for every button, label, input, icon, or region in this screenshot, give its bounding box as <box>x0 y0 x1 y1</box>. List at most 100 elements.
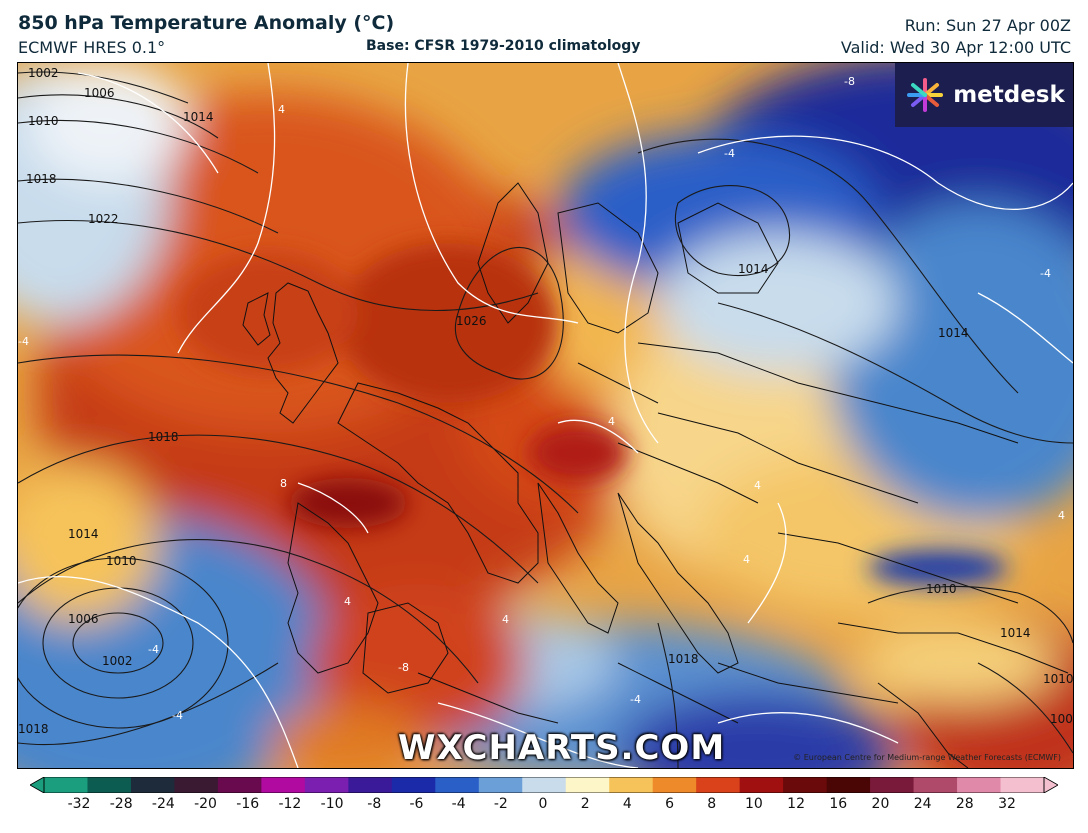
anomaly-label: -8 <box>398 661 409 674</box>
colorbar-cell <box>217 777 262 793</box>
anomaly-label: 4 <box>344 595 351 608</box>
isobar-label: 1010 <box>926 582 957 596</box>
colorbar-min-arrow <box>30 777 45 793</box>
isobar-label: 1010 <box>106 554 137 568</box>
isobar-label: 1006 <box>84 86 115 100</box>
colorbar-tick: -8 <box>367 796 382 812</box>
anomaly-label: -4 <box>148 643 159 656</box>
anomaly-label: -4 <box>172 709 183 722</box>
isobars <box>18 71 1073 768</box>
anomaly-label: 4 <box>608 415 615 428</box>
anomaly-label: 4 <box>743 553 750 566</box>
anomaly-label: 4 <box>1058 509 1065 522</box>
climatology-base-label: Base: CFSR 1979-2010 climatology <box>366 38 641 54</box>
run-time-label: Run: Sun 27 Apr 00Z <box>904 16 1071 35</box>
colorbar-cell <box>130 777 175 793</box>
metdesk-logo-text: metdesk <box>953 82 1065 108</box>
colorbar-cell <box>478 777 523 793</box>
colorbar-tick: -12 <box>278 796 302 812</box>
colorbar-tick: -28 <box>109 796 133 812</box>
colorbar-cell <box>609 777 654 793</box>
colorbar <box>30 777 1058 793</box>
colorbar-tick: 32 <box>998 796 1016 812</box>
coastlines <box>242 182 1069 768</box>
isobar-label: 1018 <box>148 430 179 444</box>
colorbar-cell <box>304 777 349 793</box>
colorbar-tick: 2 <box>580 796 590 812</box>
colorbar-tick: 28 <box>955 796 974 812</box>
anomaly-contours <box>18 63 1073 768</box>
metdesk-logo: metdesk <box>895 63 1073 127</box>
isobar-label: 1014 <box>183 110 214 124</box>
colorbar-tick: -2 <box>493 796 508 812</box>
colorbar-tick: 24 <box>913 796 932 812</box>
colorbar-tick: 6 <box>665 796 674 812</box>
colorbar-cell <box>783 777 828 793</box>
anomaly-label: -4 <box>1040 267 1051 280</box>
colorbar-tick: 12 <box>787 796 805 812</box>
colorbar-tick: -4 <box>451 796 466 812</box>
colorbar-cell <box>957 777 1002 793</box>
metdesk-burst-icon <box>907 78 944 112</box>
colorbar-cell <box>435 777 480 793</box>
colorbar-cell <box>261 777 306 793</box>
isobar-label: 1002 <box>102 654 133 668</box>
colorbar-cell <box>391 777 436 793</box>
colorbar-tick: -24 <box>151 796 175 812</box>
isobar-label: 1022 <box>88 212 119 226</box>
colorbar-tick: -10 <box>320 796 344 812</box>
isobar-label: 1018 <box>18 722 49 736</box>
anomaly-label: 4 <box>278 103 285 116</box>
wxcharts-watermark: WXCHARTS.COM <box>398 728 726 768</box>
colorbar-cell <box>87 777 132 793</box>
colorbar-tick-labels: -32 -28 -24 -20 -16 -12 -10 -8 -6 -4 -2 0 2 4 6 8 10 12 16… <box>0 796 1088 818</box>
colorbar-cell <box>44 777 88 793</box>
colorbar-tick: 20 <box>871 796 890 812</box>
colorbar-tick: -16 <box>236 796 260 812</box>
anomaly-label: -4 <box>18 335 29 348</box>
model-label: ECMWF HRES 0.1° <box>18 38 166 57</box>
isobar-label: 1010 <box>28 114 59 128</box>
colorbar-tick: 0 <box>538 796 548 812</box>
isobar-label: 1026 <box>456 314 487 328</box>
colorbar-cell <box>522 777 567 793</box>
anomaly-map[interactable]: 1002 1006 1010 1014 1018 1022 1018 1026 … <box>17 62 1074 769</box>
colorbar-cell <box>913 777 958 793</box>
colorbar-tick: -32 <box>67 796 91 812</box>
colorbar-tick: -6 <box>409 796 424 812</box>
colorbar-tick: 10 <box>744 796 763 812</box>
isobar-label: 1006 <box>1050 712 1073 726</box>
colorbar-tick: -20 <box>194 796 217 812</box>
isobar-label: 1002 <box>28 66 59 80</box>
anomaly-label: 4 <box>754 479 761 492</box>
anomaly-label: 4 <box>502 613 509 626</box>
colorbar-tick: 16 <box>829 796 848 812</box>
colorbar-tick: 8 <box>707 796 717 812</box>
colorbar-cell <box>174 777 219 793</box>
colorbar-cell <box>739 777 784 793</box>
colorbar-cell <box>348 777 393 793</box>
colorbar-cell <box>1000 777 1045 793</box>
isobar-labels: 1002 1006 1010 1014 1018 1022 1018 1026 … <box>18 66 1073 736</box>
anomaly-label: -8 <box>844 75 855 88</box>
isobar-label: 1006 <box>68 612 99 626</box>
colorbar-tick: 4 <box>622 796 632 812</box>
colorbar-cell <box>826 777 871 793</box>
isobar-label: 1014 <box>68 527 99 541</box>
isobar-label: 1014 <box>938 326 969 340</box>
map-canvas: 1002 1006 1010 1014 1018 1022 1018 1026 … <box>18 63 1073 768</box>
isobar-label: 1010 <box>1043 672 1073 686</box>
isobar-label: 1018 <box>668 652 699 666</box>
anomaly-label: -4 <box>630 693 641 706</box>
anomaly-label: -4 <box>724 147 735 160</box>
colorbar-cell <box>565 777 610 793</box>
colorbar-cell <box>870 777 915 793</box>
ecmwf-credit: © European Centre for Medium-range Weath… <box>793 753 1061 762</box>
colorbar-cell <box>696 777 741 793</box>
isobar-label: 1018 <box>26 172 57 186</box>
map-title: 850 hPa Temperature Anomaly (°C) <box>18 12 395 34</box>
anomaly-label: 8 <box>280 477 287 490</box>
isobar-label: 1014 <box>738 262 769 276</box>
colorbar-max-arrow <box>1043 777 1058 793</box>
valid-time-label: Valid: Wed 30 Apr 12:00 UTC <box>840 38 1071 57</box>
